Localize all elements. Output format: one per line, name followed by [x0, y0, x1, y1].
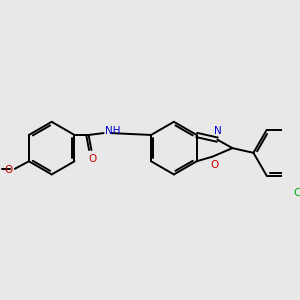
Text: O: O [210, 160, 219, 170]
Text: O: O [88, 154, 97, 164]
Text: N: N [214, 126, 222, 136]
Text: NH: NH [105, 126, 120, 136]
Text: O: O [5, 165, 13, 175]
Text: Cl: Cl [293, 188, 300, 198]
